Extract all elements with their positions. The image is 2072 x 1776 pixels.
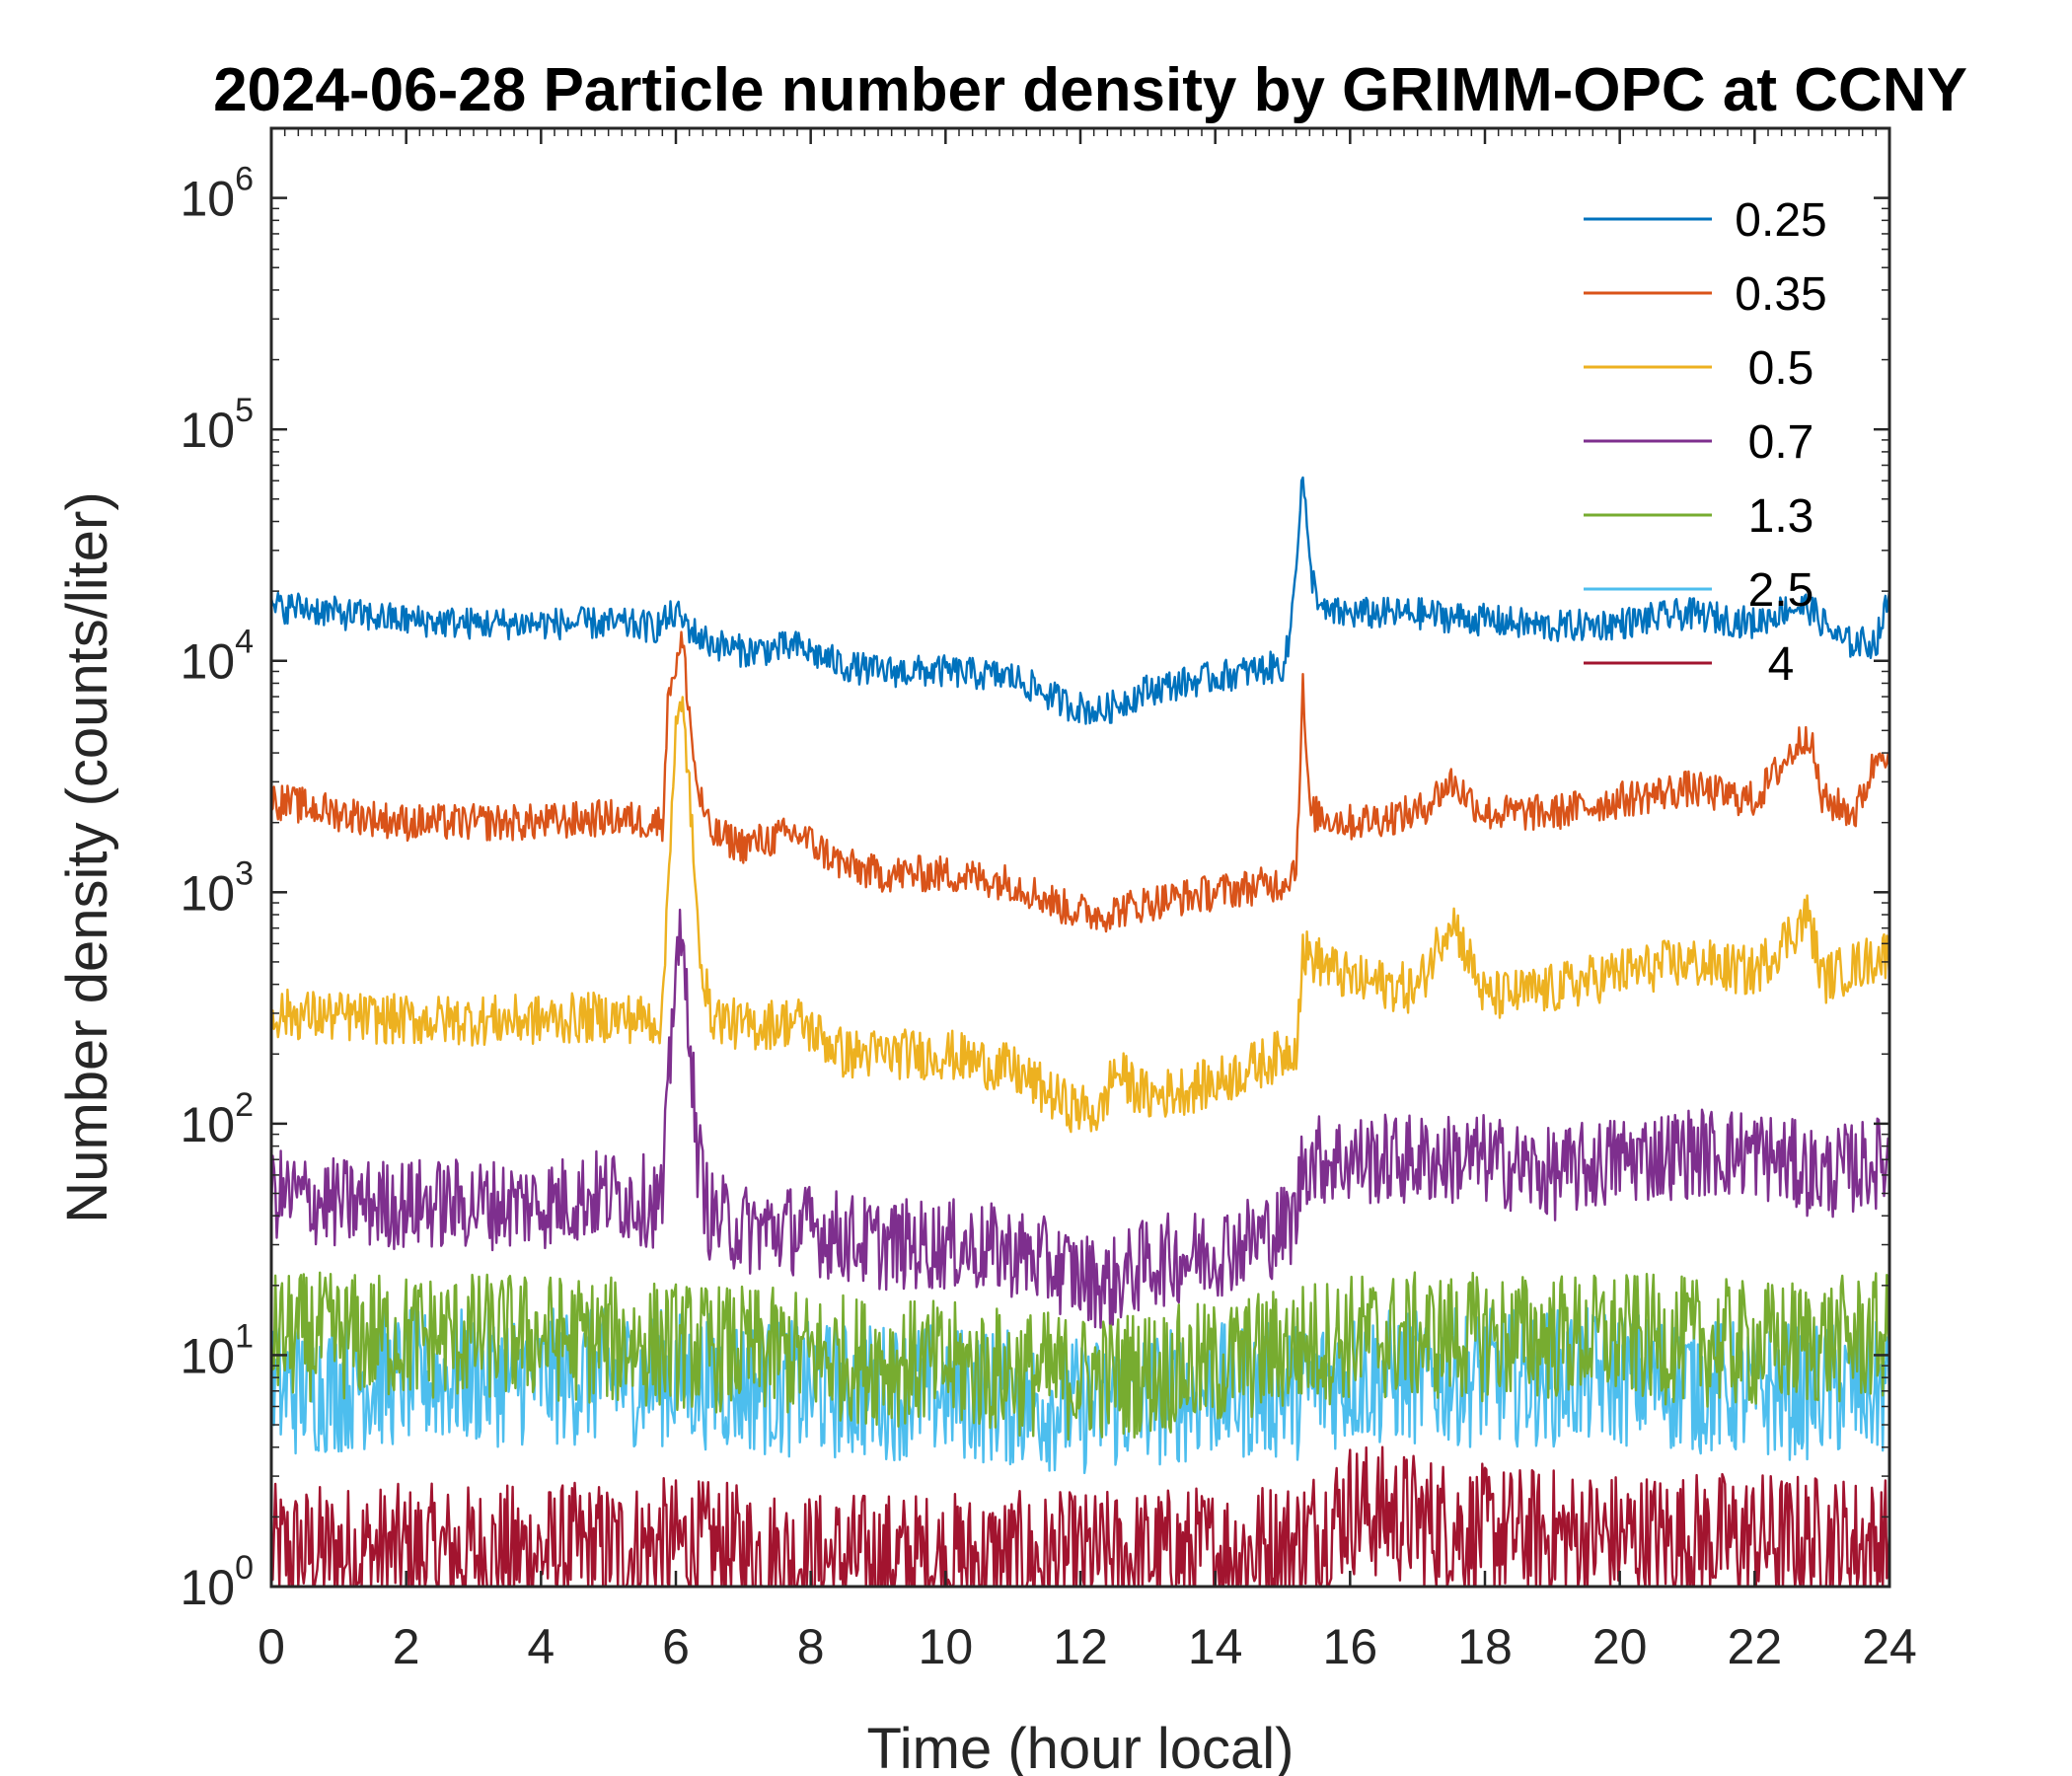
legend-label-0.25: 0.25	[1735, 194, 1826, 247]
y-tick-label: 106	[180, 161, 254, 227]
series-line-0.7	[269, 908, 1891, 1329]
y-tick-base: 10	[180, 1097, 235, 1152]
y-tick-label: 102	[180, 1086, 254, 1152]
y-tick-base: 10	[180, 1328, 235, 1383]
chart-title: 2024-06-28 Particle number density by GR…	[213, 56, 1967, 124]
y-tick-base: 10	[180, 634, 235, 690]
y-tick-exponent: 5	[235, 392, 254, 429]
y-tick-base: 10	[180, 865, 235, 921]
series-layer	[269, 476, 1891, 1589]
y-tick-label: 103	[180, 854, 254, 921]
series-line-1.3	[269, 1271, 1891, 1442]
y-tick-label: 105	[180, 392, 254, 458]
x-tick-label: 20	[1592, 1619, 1648, 1674]
legend-label-4: 4	[1768, 638, 1795, 691]
legend-label-0.7: 0.7	[1748, 416, 1814, 469]
y-tick-exponent: 4	[235, 624, 254, 661]
x-tick-label: 6	[662, 1619, 690, 1674]
y-tick-exponent: 2	[235, 1086, 254, 1124]
x-tick-label: 14	[1188, 1619, 1243, 1674]
x-tick-label: 0	[258, 1619, 285, 1674]
y-tick-label: 104	[180, 624, 254, 690]
series-line-0.5	[269, 696, 1891, 1134]
x-tick-label: 4	[527, 1619, 555, 1674]
y-tick-base: 10	[180, 403, 235, 458]
legend-label-0.5: 0.5	[1748, 342, 1814, 395]
x-axis-label: Time (hour local)	[867, 1717, 1295, 1776]
y-tick-label: 100	[180, 1549, 254, 1615]
legend-label-1.3: 1.3	[1748, 490, 1814, 543]
y-tick-exponent: 3	[235, 854, 254, 892]
x-tick-label: 24	[1862, 1619, 1917, 1674]
y-tick-exponent: 0	[235, 1549, 254, 1587]
x-tick-label: 18	[1457, 1619, 1513, 1674]
y-axis-label: Number density (counts/liter)	[55, 491, 119, 1222]
x-tick-label: 12	[1053, 1619, 1108, 1674]
legend-label-0.35: 0.35	[1735, 268, 1826, 321]
y-tick-exponent: 1	[235, 1317, 254, 1355]
y-tick-base: 10	[180, 1560, 235, 1615]
y-tick-label: 101	[180, 1317, 254, 1383]
x-tick-label: 16	[1323, 1619, 1378, 1674]
series-line-4	[269, 1445, 1891, 1589]
x-tick-label: 8	[797, 1619, 825, 1674]
axis-layer: 0 2 4 6 8 10 12 14 16 18 20 22 241001011021031041051…	[180, 128, 1917, 1674]
y-tick-base: 10	[180, 172, 235, 227]
x-tick-label: 22	[1728, 1619, 1783, 1674]
legend: 0.25 0.35 0.5 0.7 1.3 2.5 4	[1584, 194, 1827, 691]
x-tick-label: 10	[919, 1619, 974, 1674]
y-tick-exponent: 6	[235, 161, 254, 198]
series-line-2.5	[269, 1306, 1891, 1475]
legend-label-2.5: 2.5	[1748, 564, 1814, 617]
series-line-0.25	[269, 476, 1891, 725]
x-tick-label: 2	[393, 1619, 420, 1674]
series-line-0.35	[269, 630, 1891, 933]
